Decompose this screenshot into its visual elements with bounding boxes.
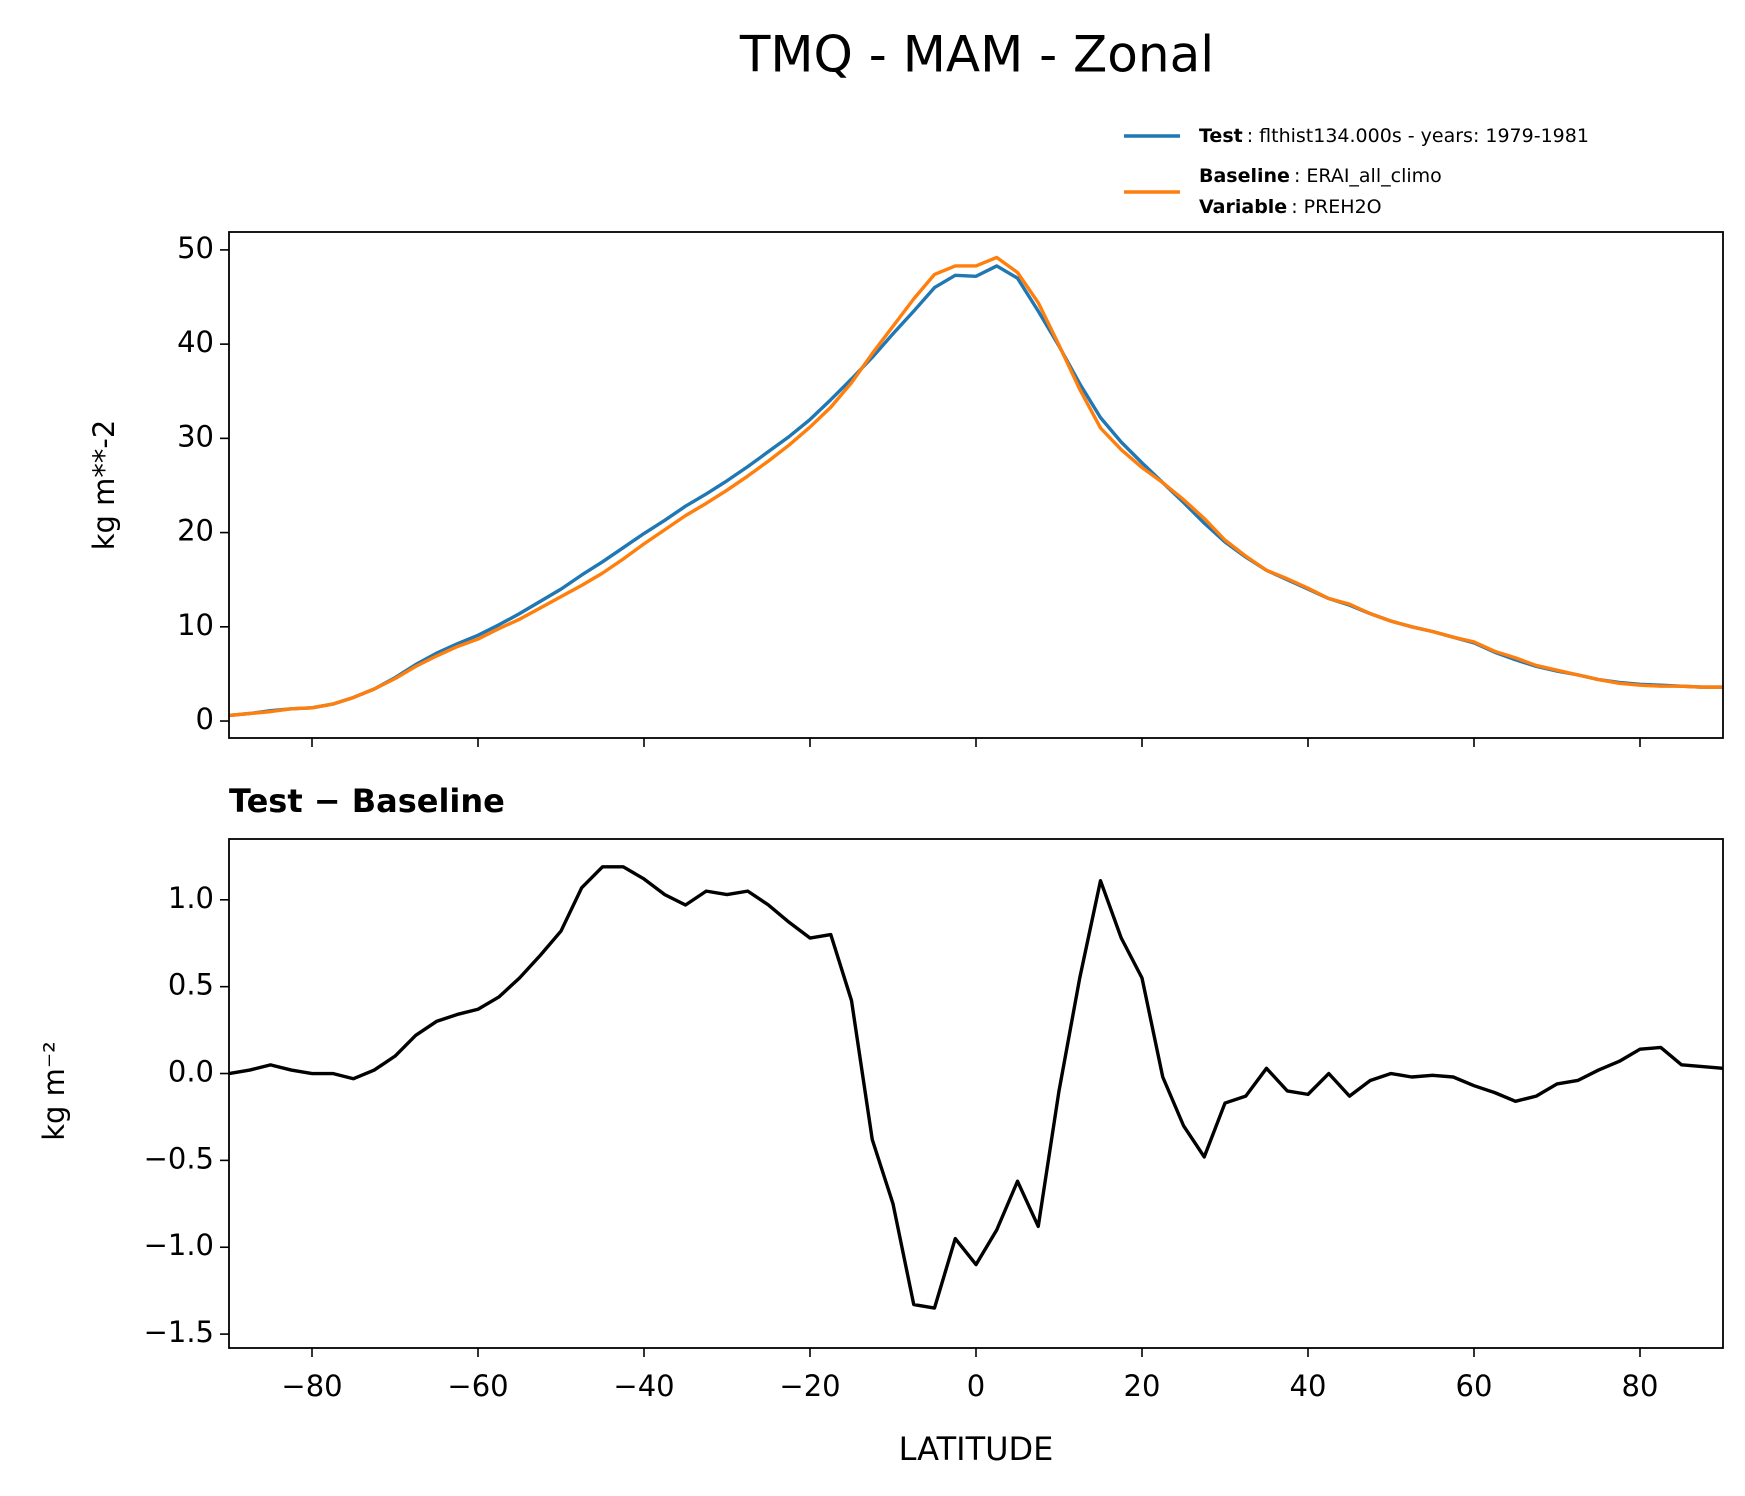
y-tick-label: −1.5 — [144, 1315, 214, 1349]
chart-title: TMQ - MAM - Zonal — [739, 26, 1214, 84]
legend-detail: : PREH2O — [1291, 196, 1381, 218]
legend-name: Variable — [1199, 196, 1287, 218]
y-tick-label: 40 — [177, 325, 214, 359]
legend-name: Baseline — [1199, 165, 1290, 187]
legend-name: Test — [1199, 125, 1243, 147]
y-tick-label: 50 — [177, 231, 214, 265]
y-tick-label: 1.0 — [168, 881, 214, 915]
axes-frame — [228, 231, 1724, 739]
y-tick-label: −1.0 — [144, 1228, 214, 1262]
legend-label: Variable: PREH2O — [1199, 196, 1382, 218]
y-tick-label: 30 — [177, 419, 214, 453]
legend-label: Test: flthist134.000s - years: 1979-1981 — [1199, 125, 1589, 147]
data-line — [228, 255, 1723, 718]
y-tick-label: 0 — [196, 702, 214, 736]
x-tick-label: −20 — [779, 1369, 840, 1403]
y-tick-label: 20 — [177, 514, 214, 548]
x-tick-label: 40 — [1290, 1369, 1327, 1403]
subplot-title: Test − Baseline — [229, 782, 505, 820]
y-tick-label: 0.5 — [168, 968, 214, 1002]
legend-detail: : flthist134.000s - years: 1979-1981 — [1247, 125, 1589, 147]
x-axis-label: LATITUDE — [899, 1430, 1054, 1468]
x-tick-label: 20 — [1124, 1369, 1161, 1403]
y-tick-label: 0.0 — [168, 1055, 214, 1089]
x-tick-label: −60 — [447, 1369, 508, 1403]
legend-detail: : ERAI_all_climo — [1294, 165, 1442, 187]
x-tick-label: −80 — [281, 1369, 342, 1403]
data-line — [228, 865, 1724, 1310]
x-tick-label: 60 — [1456, 1369, 1493, 1403]
axes-frame — [228, 838, 1724, 1349]
x-tick-label: −40 — [613, 1369, 674, 1403]
legend-label: Baseline: ERAI_all_climo — [1199, 165, 1442, 187]
y-tick-label: 10 — [177, 608, 214, 642]
x-tick-label: 0 — [967, 1369, 985, 1403]
y-tick-label: −0.5 — [144, 1141, 214, 1175]
y-axis-label: kg m⁻² — [37, 1041, 71, 1141]
y-axis-label: kg m**-2 — [87, 420, 121, 551]
x-tick-label: 80 — [1622, 1369, 1659, 1403]
